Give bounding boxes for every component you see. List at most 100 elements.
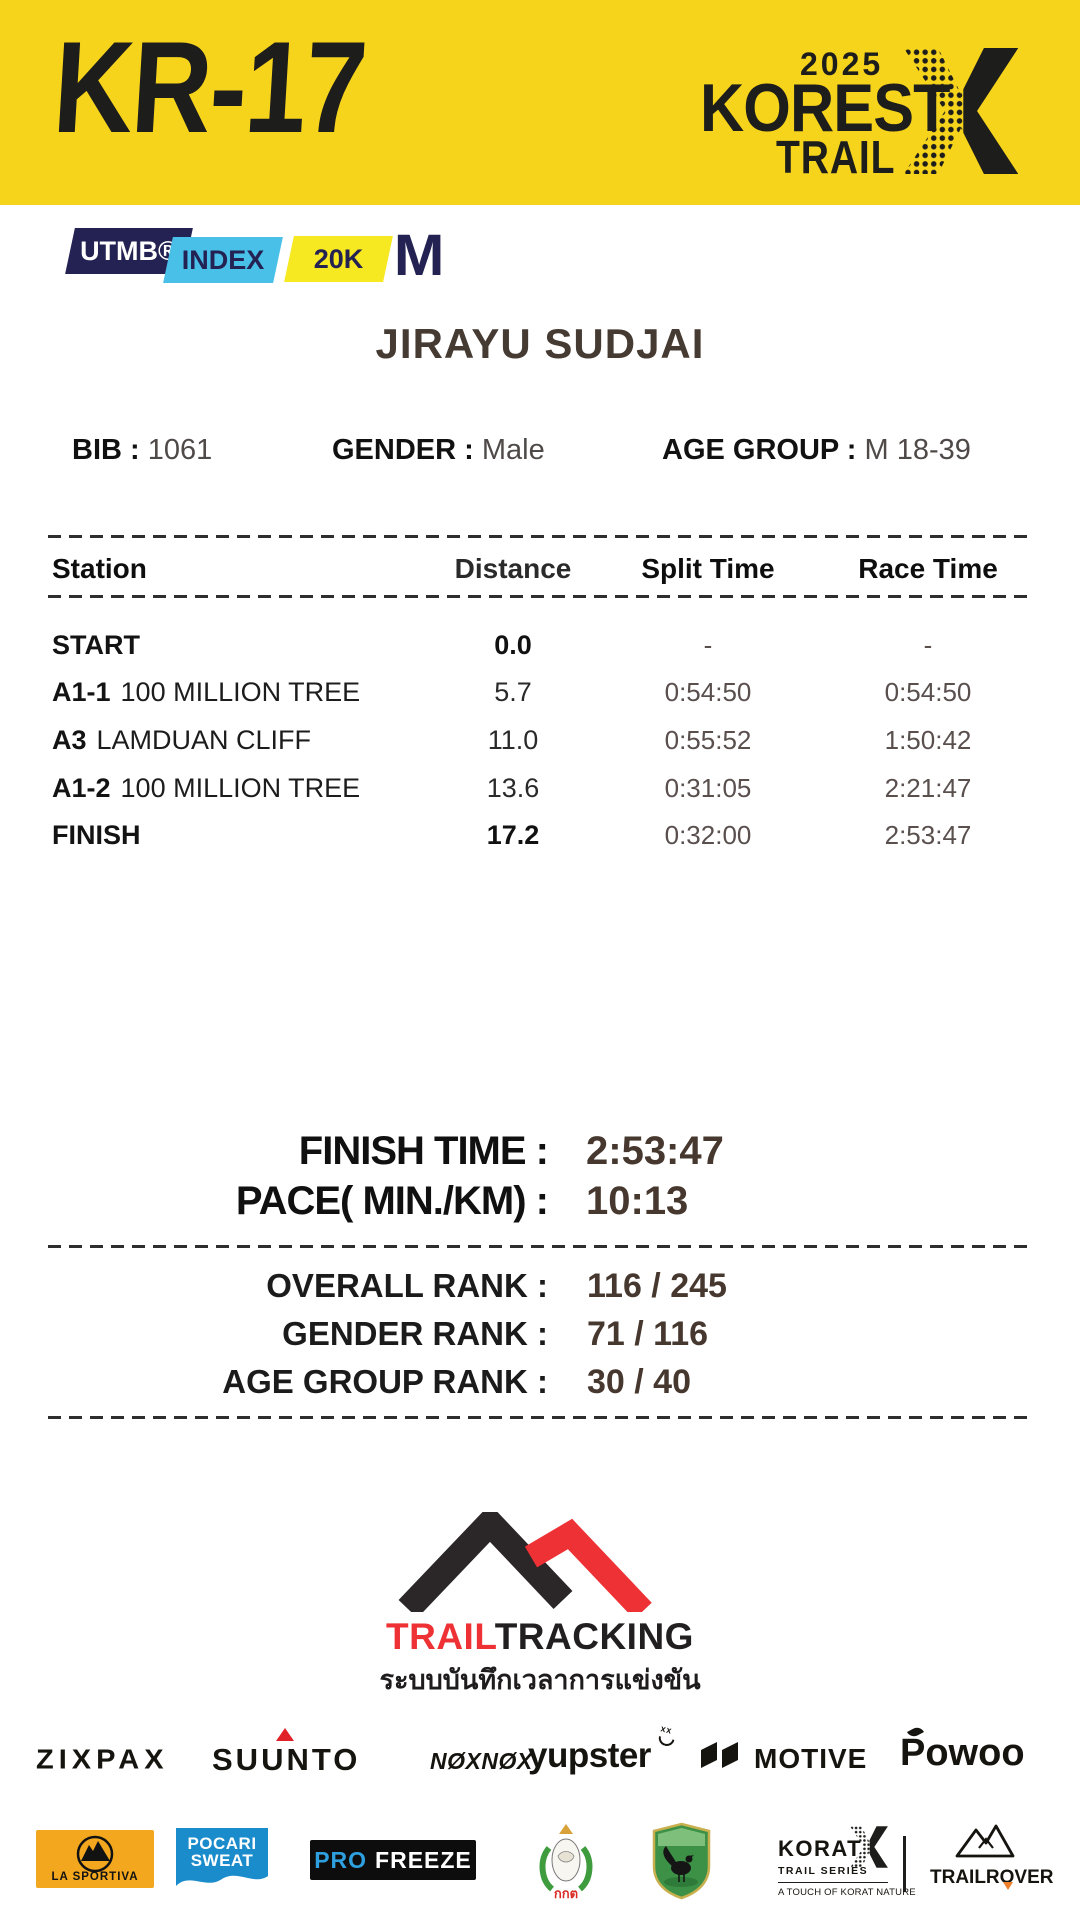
age-group-value: M 18-39 <box>864 434 971 466</box>
split-time: 0:55:52 <box>664 725 752 755</box>
korat-tagline: A TOUCH OF KORAT NATURE <box>778 1882 916 1898</box>
race-code: KR-17 <box>49 14 370 160</box>
bib-label: BIB : <box>72 434 140 466</box>
pro-word: PRO <box>314 1847 368 1873</box>
sponsor-divider <box>903 1836 906 1892</box>
table-row-finish: FINISH 17.2 0:32:00 2:53:47 <box>48 815 1033 855</box>
race-time: 1:50:42 <box>884 725 972 755</box>
age-group-rank-label: AGE GROUP RANK : <box>222 1363 548 1400</box>
korat-trail-series-label: TRAIL SERIES <box>778 1865 869 1877</box>
suunto-wordmark: SUUNTO <box>212 1742 361 1777</box>
table-row-start: START 0.0 - - <box>48 625 1033 665</box>
motive-flags-icon <box>701 1742 738 1768</box>
motive-wordmark: MOTIVE <box>754 1743 868 1774</box>
finish-time-label: FINISH TIME : <box>298 1129 549 1173</box>
motive-logo: MOTIVE <box>698 1740 867 1779</box>
suunto-logo: SUUNTO <box>212 1728 361 1778</box>
distance-value: 5.7 <box>494 677 532 707</box>
gender-field: GENDER : Male <box>332 434 545 467</box>
race-time: 2:53:47 <box>884 820 972 850</box>
col-header-station: Station <box>52 553 147 584</box>
utmb-category-m-icon: M <box>393 223 445 288</box>
distance-value: 17.2 <box>486 820 540 850</box>
trailtracking-wordmark: TRAILTRACKING <box>0 1616 1080 1658</box>
station-code: A1-2 <box>52 773 111 803</box>
distance-label: 20K <box>313 244 364 274</box>
age-group-label: AGE GROUP : <box>662 434 857 466</box>
yupster-wordmark: yupster <box>528 1736 651 1775</box>
table-header-row: Station Distance Split Time Race Time <box>48 549 1033 589</box>
station-name: 100 MILLION TREE <box>120 773 361 803</box>
dashed-divider <box>48 595 1035 598</box>
station-code: FINISH <box>52 820 141 850</box>
col-header-distance: Distance <box>454 553 572 584</box>
yupster-smiley-icon: ˣˣ <box>656 1722 677 1748</box>
distance-value: 0.0 <box>494 630 532 660</box>
la-sportiva-logo: LA SPORTIVA <box>36 1830 154 1888</box>
split-time: 0:54:50 <box>664 677 752 707</box>
noxnox-logo: NØXNØX <box>430 1748 533 1774</box>
trailrover-v-accent-icon <box>1003 1882 1013 1890</box>
age-group-rank-row: AGE GROUP RANK : 30 / 40 <box>48 1358 1038 1406</box>
gender-rank-row: GENDER RANK : 71 / 116 <box>48 1310 1038 1358</box>
distance-badge-segment: 20K <box>284 236 393 282</box>
event-year: 2025 <box>800 46 884 82</box>
tracking-word: TRACKING <box>494 1616 694 1657</box>
event-name: KOREST <box>700 70 951 146</box>
gender-value: Male <box>481 434 545 466</box>
emblem-thai-text: กกต <box>554 1886 578 1900</box>
age-group-field: AGE GROUP : M 18-39 <box>662 434 971 467</box>
korest-x-logo-icon <box>903 48 1019 174</box>
table-row-a3: A3 LAMDUAN CLIFF 11.0 0:55:52 1:50:42 <box>48 720 1033 760</box>
station-code: A1-1 <box>52 677 111 707</box>
station-code: START <box>52 630 140 660</box>
overall-rank-row: OVERALL RANK : 116 / 245 <box>48 1262 1038 1310</box>
pace-row: PACE( MIN./KM) : 10:13 <box>48 1176 1038 1226</box>
suunto-triangle-icon <box>276 1728 294 1741</box>
station-name: LAMDUAN CLIFF <box>96 725 312 755</box>
summary-block: FINISH TIME : 2:53:47 PACE( MIN./KM) : 10:… <box>48 1126 1038 1226</box>
event-banner: KR-17 2025 KOREST TRAIL <box>0 0 1080 205</box>
table-row-a1-1: A1-1 100 MILLION TREE 5.7 0:54:50 0:54:50 <box>48 672 1033 712</box>
overall-rank-value: 116 / 245 <box>587 1267 727 1305</box>
utmb-index-badge: UTMB® INDEX 20K M <box>65 223 450 288</box>
pocari-word: POCARI <box>187 1834 257 1853</box>
table-row-a1-2: A1-2 100 MILLION TREE 13.6 0:31:05 2:21:4… <box>48 768 1033 808</box>
pace-label: PACE( MIN./KM) : <box>235 1179 549 1223</box>
trailrover-text: TRAILROVER <box>930 1867 1054 1888</box>
trailrover-mountain-icon <box>955 1824 1015 1858</box>
trailrover-logo: TRAILROVER <box>930 1822 1054 1890</box>
finish-time-row: FINISH TIME : 2:53:47 <box>48 1126 1038 1176</box>
la-sportiva-wordmark: LA SPORTIVA <box>51 1871 139 1883</box>
runner-name: JIRAYU SUDJAI <box>375 320 705 367</box>
dashed-divider <box>48 535 1035 538</box>
index-badge-segment: INDEX <box>163 237 283 283</box>
bib-field: BIB : 1061 <box>72 434 212 467</box>
freeze-word: FREEZE <box>375 1847 472 1873</box>
event-name-sub: TRAIL <box>776 131 896 183</box>
trail-word: TRAIL <box>386 1616 495 1657</box>
yupster-logo: yupster ˣˣ <box>528 1722 675 1776</box>
pocari-wave-icon <box>176 1875 268 1894</box>
gender-rank-value: 71 / 116 <box>587 1315 709 1353</box>
bib-value: 1061 <box>147 434 213 466</box>
dashed-divider <box>48 1245 1035 1248</box>
race-time: 2:21:47 <box>884 773 972 803</box>
pocari-sweat-logo: POCARI SWEAT <box>176 1828 268 1894</box>
split-time: 0:31:05 <box>664 773 752 803</box>
distance-value: 11.0 <box>487 725 539 755</box>
zixpax-logo: ZIXPAX <box>36 1744 169 1776</box>
gender-label: GENDER : <box>332 434 474 466</box>
station-name: 100 MILLION TREE <box>120 677 361 707</box>
race-time: - <box>923 630 933 660</box>
la-sportiva-mountain-icon <box>76 1835 114 1872</box>
overall-rank-label: OVERALL RANK : <box>266 1267 548 1304</box>
gender-rank-label: GENDER RANK : <box>282 1315 548 1352</box>
col-header-race: Race Time <box>858 553 998 584</box>
powoo-logo: Powoo <box>900 1724 1025 1775</box>
trailtracking-mountains-icon <box>388 1512 688 1612</box>
korat-trail-series-logo: KORAT TRAIL SERIES A TOUCH OF KORAT NATU… <box>778 1826 916 1898</box>
thai-authority-emblem: กกต <box>539 1824 593 1900</box>
finish-time-value: 2:53:47 <box>586 1129 724 1173</box>
